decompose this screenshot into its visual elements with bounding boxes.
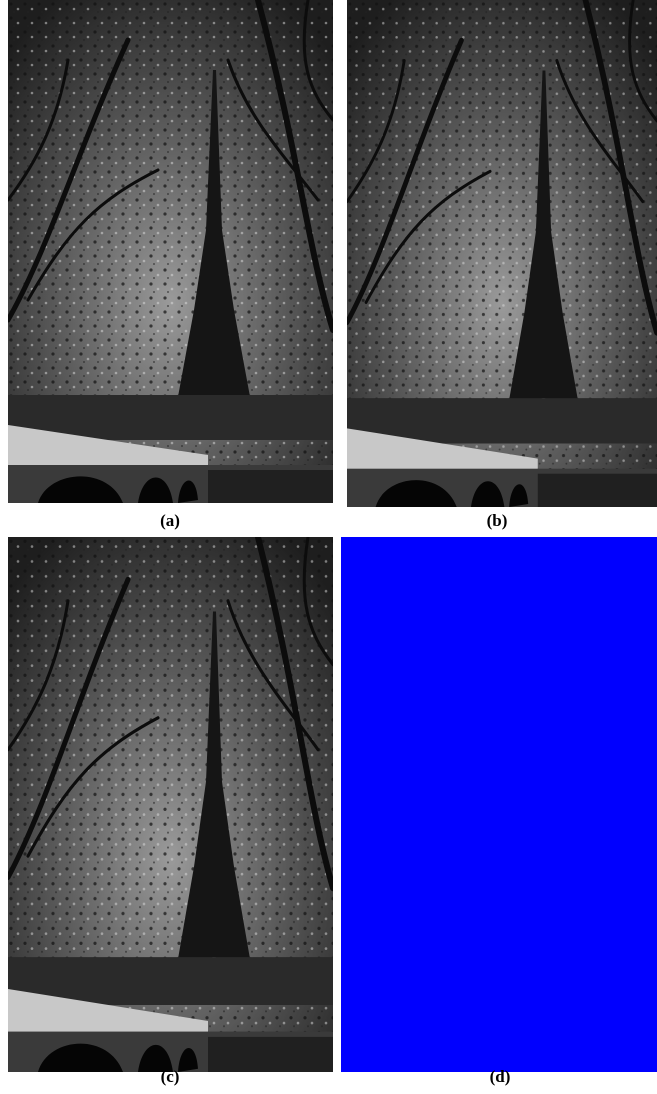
panel-label: (a) [160,511,180,530]
panel-label: (d) [490,1067,511,1086]
photo-c [8,537,333,1072]
photo-b [347,0,657,507]
figure: (a) (b) (c) (d) [0,0,657,1089]
panel-label: (b) [487,511,508,530]
blue-panel [341,537,657,1072]
photo-a [8,0,333,503]
panel-label: (c) [161,1067,180,1086]
